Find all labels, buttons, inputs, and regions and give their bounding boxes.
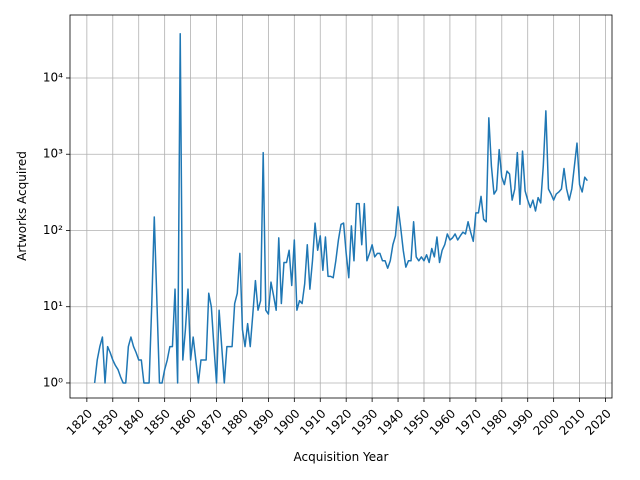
x-tick-label: 1980 bbox=[479, 406, 510, 437]
x-tick-label: 1860 bbox=[167, 406, 198, 437]
x-axis-label: Acquisition Year bbox=[294, 450, 389, 464]
plot-frame bbox=[69, 14, 613, 399]
x-tick-label: 2020 bbox=[582, 406, 613, 437]
x-tick-label: 1850 bbox=[141, 406, 172, 437]
x-tick-label: 1830 bbox=[90, 406, 121, 437]
x-tick-label: 1920 bbox=[323, 406, 354, 437]
y-tick-label: 10⁰ bbox=[43, 375, 63, 389]
x-tick-label: 1890 bbox=[245, 406, 276, 437]
x-tick-label: 2000 bbox=[530, 406, 561, 437]
x-tick-label: 1930 bbox=[349, 406, 380, 437]
data-line bbox=[93, 33, 588, 384]
x-tick-label: 1970 bbox=[453, 406, 484, 437]
x-tick-label: 1880 bbox=[219, 406, 250, 437]
y-tick-label: 10¹ bbox=[43, 299, 63, 313]
x-tick-label: 1820 bbox=[64, 406, 95, 437]
x-tick-label: 1950 bbox=[401, 406, 432, 437]
y-tick-label: 10³ bbox=[43, 147, 63, 161]
y-axis-label: Artworks Acquired bbox=[15, 151, 29, 261]
x-tick-label: 2010 bbox=[556, 406, 587, 437]
x-tick-label: 1900 bbox=[271, 406, 302, 437]
y-tick-label: 10² bbox=[43, 223, 63, 237]
x-tick-label: 1990 bbox=[505, 406, 536, 437]
x-tick-label: 1910 bbox=[297, 406, 328, 437]
x-tick-label: 1940 bbox=[375, 406, 406, 437]
x-tick-label: 1870 bbox=[193, 406, 224, 437]
x-tick-label: 1960 bbox=[427, 406, 458, 437]
x-tick-label: 1840 bbox=[116, 406, 147, 437]
y-tick-label: 10⁴ bbox=[43, 70, 63, 84]
